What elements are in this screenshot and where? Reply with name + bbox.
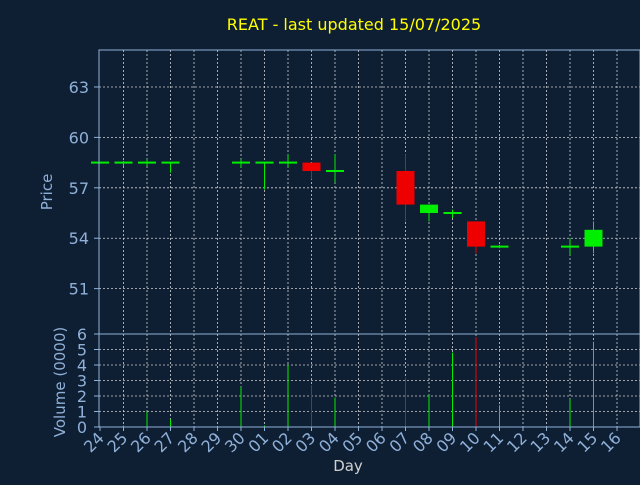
volume-tick-label: 5 [77,341,87,360]
candle [490,244,509,249]
candle-body [232,161,250,164]
candle-body [584,229,603,247]
candle [561,238,579,256]
volume-axis-label: Volume (0000) [51,327,69,437]
candle [443,209,462,219]
candle-body [467,221,485,247]
candle [302,162,321,180]
candle-body [443,212,462,215]
price-axis-ticks: 51 54 57 60 63 [69,78,99,299]
price-tick-label: 54 [69,229,89,248]
price-panel-frame [98,49,640,335]
candle-body [561,245,579,248]
volume-tick-label: 6 [77,325,87,344]
candle-body [91,161,109,164]
candle [584,221,603,254]
volume-tick-label: 2 [77,387,87,406]
candle-body [255,161,274,164]
candle [326,154,344,183]
candle-body [161,161,180,164]
candle [232,159,250,168]
volume-panel-frame [98,333,640,428]
volume-panel-grid [99,334,640,427]
price-tick-label: 51 [69,280,89,299]
price-panel-grid [99,50,640,334]
candle-body [279,161,297,164]
candle [255,161,274,190]
candle [279,154,297,168]
price-tick-label: 63 [69,78,89,97]
x-axis-ticks: 2425262728293001020304050607080910111213… [80,427,625,456]
candle [91,161,109,164]
candle [114,160,133,166]
volume-tick-label: 4 [77,356,87,375]
volume-tick-label: 1 [77,403,87,422]
candle-body [114,161,133,164]
candle [161,161,180,173]
candle [396,154,415,222]
candle-body [302,162,321,171]
volume-tick-label: 0 [77,418,87,437]
x-tick-label: 16 [597,428,625,456]
candle [420,204,438,222]
candle [138,159,156,166]
candle-body [326,169,344,172]
price-axis-label: Price [38,174,56,211]
price-tick-label: 60 [69,128,89,147]
volume-tick-label: 3 [77,372,87,391]
chart-title: REAT - last updated 15/07/2025 [227,15,481,34]
candle [467,221,485,254]
candle-body [490,245,509,248]
candle-body [138,161,156,164]
candles [91,154,603,256]
candle-body [420,204,438,214]
candle-body [396,170,415,205]
price-tick-label: 57 [69,179,89,198]
volume-bars [99,337,594,427]
x-axis-label: Day [333,457,363,475]
